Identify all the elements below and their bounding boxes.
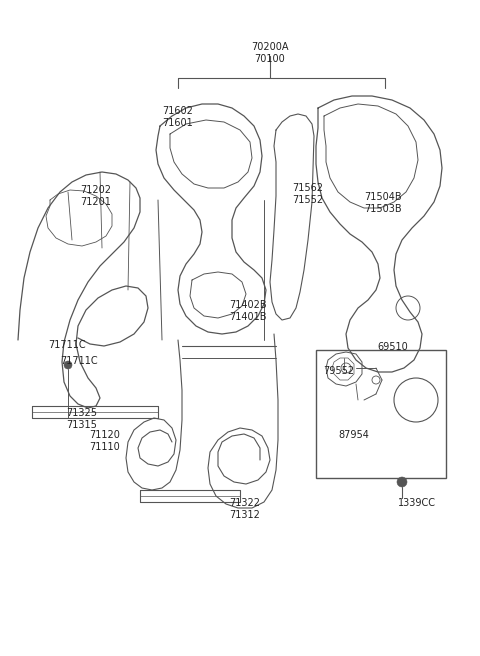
Text: 71562
71552: 71562 71552 bbox=[292, 183, 324, 205]
Text: 71602
71601: 71602 71601 bbox=[163, 106, 193, 128]
Circle shape bbox=[397, 477, 407, 487]
Circle shape bbox=[64, 361, 72, 369]
Text: 71711C: 71711C bbox=[48, 340, 86, 350]
Text: 71711C: 71711C bbox=[60, 356, 97, 366]
Text: 87954: 87954 bbox=[338, 430, 370, 440]
Text: 71504B
71503B: 71504B 71503B bbox=[364, 192, 402, 214]
Text: 71402B
71401B: 71402B 71401B bbox=[229, 300, 267, 321]
Text: 71202
71201: 71202 71201 bbox=[81, 185, 111, 207]
Text: 71120
71110: 71120 71110 bbox=[90, 430, 120, 451]
Text: 79552: 79552 bbox=[324, 366, 355, 376]
Bar bbox=[316, 350, 446, 478]
Text: 69510: 69510 bbox=[378, 342, 408, 352]
Text: 71322
71312: 71322 71312 bbox=[229, 498, 261, 520]
Text: 1339CC: 1339CC bbox=[398, 498, 436, 508]
Text: 71325
71315: 71325 71315 bbox=[67, 408, 97, 430]
Text: 70200A
70100: 70200A 70100 bbox=[251, 42, 289, 64]
